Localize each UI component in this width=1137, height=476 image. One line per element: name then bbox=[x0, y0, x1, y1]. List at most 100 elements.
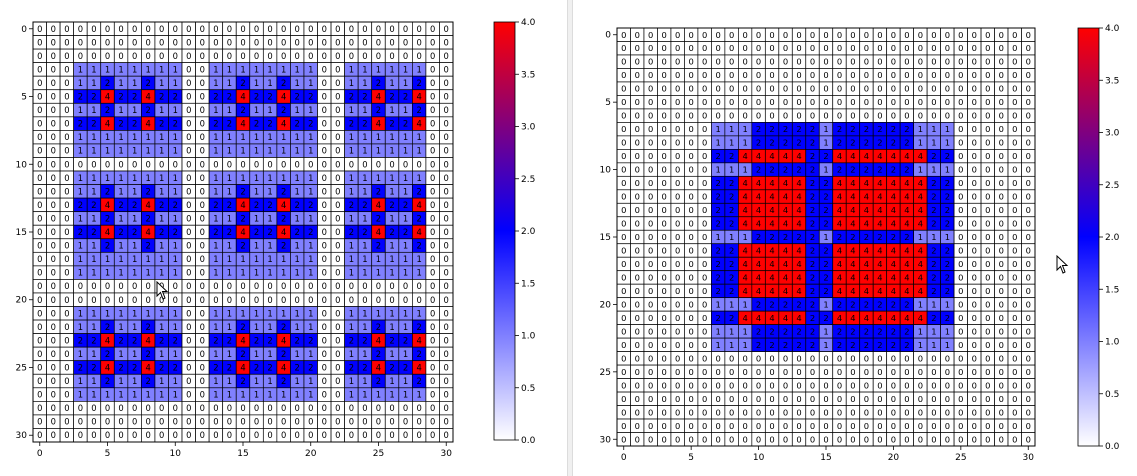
cell-value-label: 1 bbox=[376, 64, 381, 74]
cell-value-label: 1 bbox=[295, 308, 300, 318]
cell-value-label: 0 bbox=[648, 219, 653, 229]
cell-value-label: 0 bbox=[240, 417, 245, 427]
cell-value-label: 0 bbox=[635, 353, 640, 363]
cell-value-label: 0 bbox=[958, 124, 963, 134]
cell-value-label: 0 bbox=[850, 421, 855, 431]
cell-value-label: 0 bbox=[621, 272, 626, 282]
cell-value-label: 0 bbox=[999, 111, 1004, 121]
cell-value-label: 0 bbox=[376, 295, 381, 305]
cell-value-label: 0 bbox=[729, 394, 734, 404]
cell-value-label: 0 bbox=[444, 159, 449, 169]
cell-value-label: 0 bbox=[931, 97, 936, 107]
cell-value-label: 2 bbox=[308, 200, 313, 210]
cell-value-label: 0 bbox=[37, 376, 42, 386]
cell-value-label: 4 bbox=[756, 259, 761, 269]
cell-value-label: 0 bbox=[186, 173, 191, 183]
cell-value-label: 0 bbox=[213, 159, 218, 169]
cell-value-label: 0 bbox=[51, 159, 56, 169]
cell-value-label: 0 bbox=[1026, 272, 1031, 282]
cell-value-label: 0 bbox=[648, 192, 653, 202]
cell-value-label: 2 bbox=[105, 213, 110, 223]
cell-value-label: 0 bbox=[891, 353, 896, 363]
cell-value-label: 0 bbox=[958, 111, 963, 121]
cell-value-label: 0 bbox=[662, 124, 667, 134]
cell-value-label: 1 bbox=[389, 308, 394, 318]
cell-value-label: 1 bbox=[349, 64, 354, 74]
cell-value-label: 0 bbox=[267, 430, 272, 440]
cell-value-label: 0 bbox=[756, 97, 761, 107]
cell-value-label: 0 bbox=[702, 232, 707, 242]
cell-value-label: 1 bbox=[389, 78, 394, 88]
cell-value-label: 0 bbox=[335, 308, 340, 318]
cell-value-label: 4 bbox=[891, 259, 896, 269]
cell-value-label: 0 bbox=[444, 295, 449, 305]
cell-value-label: 0 bbox=[837, 380, 842, 390]
cell-value-label: 0 bbox=[240, 51, 245, 61]
cell-value-label: 1 bbox=[729, 124, 734, 134]
cell-value-label: 1 bbox=[159, 390, 164, 400]
cell-value-label: 0 bbox=[51, 132, 56, 142]
cell-value-label: 1 bbox=[729, 232, 734, 242]
cell-value-label: 4 bbox=[240, 200, 245, 210]
cell-value-label: 2 bbox=[173, 363, 178, 373]
left-heatmap-figure: 0 0 0 0 0 0 0 0 0 0 0 0 0 0 0 0 0 0 0 0 0 0 0 0 0 0 0 0 0 0 00 0 0 0 0 0 0 0 0… bbox=[16, 18, 536, 459]
cell-value-label: 0 bbox=[675, 111, 680, 121]
cell-value-label: 0 bbox=[51, 376, 56, 386]
cell-value-label: 0 bbox=[810, 380, 815, 390]
cell-value-label: 1 bbox=[254, 322, 259, 332]
cell-value-label: 0 bbox=[891, 97, 896, 107]
cell-value-label: 0 bbox=[729, 434, 734, 444]
cell-value-label: 0 bbox=[444, 186, 449, 196]
cell-value-label: 2 bbox=[891, 340, 896, 350]
cell-value-label: 2 bbox=[349, 119, 354, 129]
cell-value-label: 2 bbox=[376, 376, 381, 386]
cell-value-label: 0 bbox=[756, 380, 761, 390]
cell-value-label: 4 bbox=[837, 192, 842, 202]
cell-value-label: 0 bbox=[335, 417, 340, 427]
cell-value-label: 0 bbox=[999, 57, 1004, 67]
cell-value-label: 2 bbox=[349, 363, 354, 373]
cell-value-label: 0 bbox=[322, 186, 327, 196]
cell-value-label: 4 bbox=[796, 205, 801, 215]
cell-value-label: 2 bbox=[403, 200, 408, 210]
cell-value-label: 0 bbox=[985, 57, 990, 67]
cell-value-label: 4 bbox=[796, 245, 801, 255]
cell-value-label: 2 bbox=[756, 232, 761, 242]
cell-value-label: 0 bbox=[756, 421, 761, 431]
cell-value-label: 0 bbox=[159, 403, 164, 413]
cell-value-label: 1 bbox=[945, 232, 950, 242]
cell-value-label: 1 bbox=[416, 308, 421, 318]
cell-value-label: 0 bbox=[254, 417, 259, 427]
cell-value-label: 0 bbox=[945, 380, 950, 390]
cell-value-label: 0 bbox=[742, 380, 747, 390]
cell-value-label: 0 bbox=[322, 295, 327, 305]
cell-value-label: 0 bbox=[444, 281, 449, 291]
cell-value-label: 0 bbox=[931, 30, 936, 40]
cell-value-label: 0 bbox=[295, 24, 300, 34]
cell-value-label: 0 bbox=[715, 407, 720, 417]
cell-value-label: 0 bbox=[999, 259, 1004, 269]
cell-value-label: 2 bbox=[118, 335, 123, 345]
cell-value-label: 2 bbox=[105, 78, 110, 88]
cell-value-label: 0 bbox=[850, 367, 855, 377]
cell-value-label: 0 bbox=[349, 295, 354, 305]
cell-value-label: 0 bbox=[213, 403, 218, 413]
cell-value-label: 4 bbox=[864, 151, 869, 161]
cell-value-label: 1 bbox=[308, 376, 313, 386]
cell-value-label: 1 bbox=[132, 78, 137, 88]
cell-value-label: 1 bbox=[389, 241, 394, 251]
cell-value-label: 1 bbox=[78, 241, 83, 251]
cell-value-label: 0 bbox=[635, 138, 640, 148]
colorbar: 0.00.51.01.52.02.53.03.54.0 bbox=[493, 18, 536, 446]
cell-value-label: 0 bbox=[430, 322, 435, 332]
cell-value-label: 1 bbox=[227, 241, 232, 251]
cell-value-label: 0 bbox=[918, 407, 923, 417]
cell-value-label: 4 bbox=[864, 178, 869, 188]
cell-value-label: 0 bbox=[308, 403, 313, 413]
cell-value-label: 0 bbox=[783, 394, 788, 404]
cell-value-label: 0 bbox=[444, 335, 449, 345]
cell-value-label: 0 bbox=[742, 111, 747, 121]
cell-value-label: 0 bbox=[675, 340, 680, 350]
cell-value-label: 4 bbox=[769, 151, 774, 161]
cell-value-label: 1 bbox=[132, 105, 137, 115]
